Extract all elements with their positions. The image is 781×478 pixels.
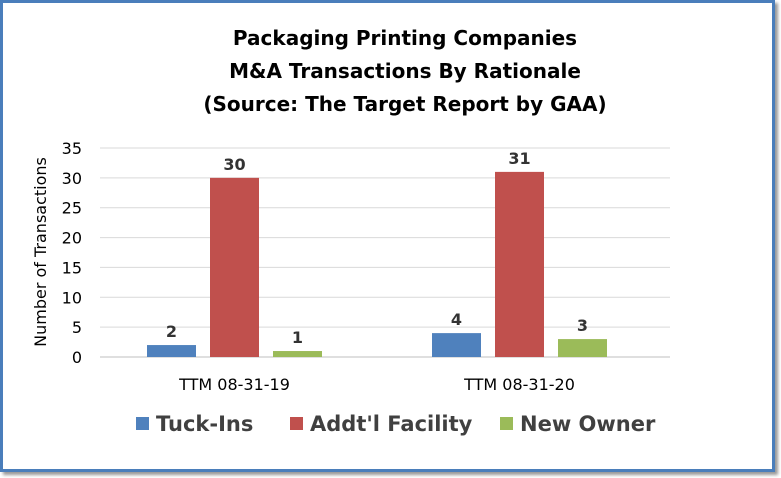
legend-label: New Owner (520, 412, 656, 436)
data-label: 1 (292, 328, 303, 347)
title-line-2: M&A Transactions By Rationale (229, 59, 581, 83)
y-tick-label: 30 (62, 169, 82, 188)
bar-new-owner (558, 339, 607, 357)
chart-frame (0, 0, 775, 472)
y-tick-label: 10 (62, 288, 82, 307)
y-tick-label: 0 (72, 348, 82, 367)
legend-label: Addt'l Facility (310, 412, 473, 436)
data-label: 2 (166, 322, 177, 341)
bar-tuck-ins (432, 333, 481, 357)
data-label: 4 (451, 310, 462, 329)
y-tick-label: 15 (62, 258, 82, 277)
x-tick-label: TTM 08-31-19 (178, 375, 290, 394)
bar-addt-l-facility (210, 177, 259, 357)
data-label: 30 (223, 155, 245, 174)
y-tick-label: 20 (62, 229, 82, 248)
y-axis-label: Number of Transactions (31, 157, 50, 347)
title-line-3: (Source: The Target Report by GAA) (203, 92, 606, 116)
bar-addt-l-facility (495, 171, 544, 357)
data-label: 3 (577, 316, 588, 335)
y-tick-label: 5 (72, 318, 82, 337)
legend-swatch (500, 417, 513, 430)
title-line-1: Packaging Printing Companies (233, 26, 577, 50)
legend-label: Tuck-Ins (156, 412, 253, 436)
legend-swatch (290, 417, 303, 430)
bar-tuck-ins (147, 345, 196, 357)
chart-title: Packaging Printing Companies M&A Transac… (203, 26, 606, 116)
data-label: 31 (508, 149, 530, 168)
y-tick-label: 35 (62, 139, 82, 158)
bar-new-owner (273, 351, 322, 357)
legend-swatch (136, 417, 149, 430)
y-tick-label: 25 (62, 199, 82, 218)
x-tick-label: TTM 08-31-20 (463, 375, 575, 394)
